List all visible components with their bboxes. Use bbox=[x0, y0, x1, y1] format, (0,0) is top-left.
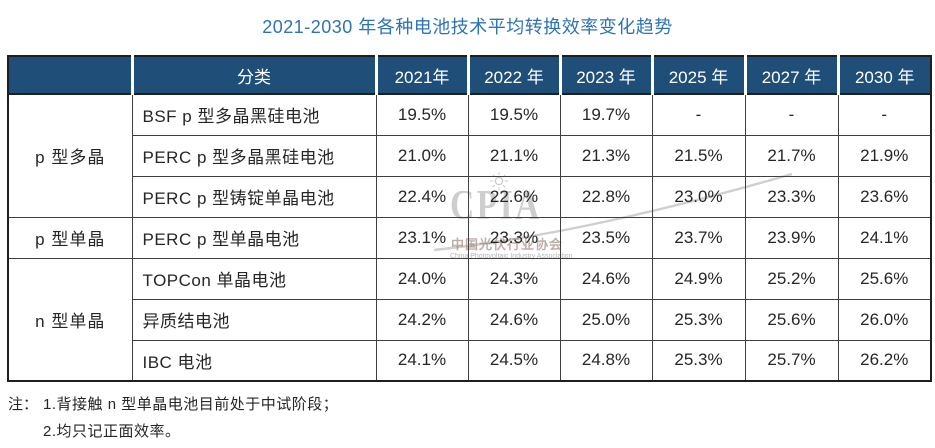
category-cell: PERC p 型多晶黑硅电池 bbox=[131, 134, 377, 177]
column-header-group bbox=[8, 56, 132, 95]
value-cell: 21.5% bbox=[651, 134, 746, 177]
notes-lines: 1.背接触 n 型单晶电池目前处于中试阶段； 2.均只记正面效率。 bbox=[43, 391, 338, 445]
value-cell: 25.2% bbox=[744, 257, 839, 300]
column-header-2021: 2021年 bbox=[374, 56, 468, 95]
value-cell: 23.6% bbox=[837, 175, 932, 218]
table-row: PERC p 型铸锭单晶电池 22.4% 22.6% 22.8% 23.0% 2… bbox=[8, 175, 932, 218]
note-line-2: 2.均只记正面效率。 bbox=[43, 423, 181, 440]
value-cell: 24.8% bbox=[559, 339, 653, 382]
column-header-2027: 2027 年 bbox=[743, 56, 838, 95]
value-cell: 23.0% bbox=[651, 175, 746, 218]
table-row: IBC 电池 24.1% 24.5% 24.8% 25.3% 25.7% 26.… bbox=[8, 339, 932, 382]
table-row: 异质结电池 24.2% 24.6% 25.0% 25.3% 25.6% 26.0… bbox=[8, 298, 932, 341]
column-header-2025: 2025 年 bbox=[650, 56, 745, 95]
value-cell: 23.3% bbox=[467, 216, 561, 259]
value-cell: 23.3% bbox=[744, 175, 839, 218]
value-cell: 24.6% bbox=[559, 257, 653, 300]
value-cell: 23.7% bbox=[651, 216, 746, 259]
group-cell-p-multi: p 型多晶 bbox=[7, 93, 133, 218]
value-cell: 24.5% bbox=[467, 339, 561, 382]
note-line-1: 1.背接触 n 型单晶电池目前处于中试阶段； bbox=[43, 396, 339, 413]
value-cell: 21.9% bbox=[837, 134, 932, 177]
value-cell: - bbox=[651, 93, 746, 136]
value-cell: - bbox=[744, 93, 839, 136]
value-cell: 25.6% bbox=[744, 298, 839, 341]
value-cell: 25.3% bbox=[651, 339, 746, 382]
category-cell: PERC p 型铸锭单晶电池 bbox=[131, 175, 377, 218]
value-cell: 26.2% bbox=[837, 339, 932, 382]
value-cell: 22.6% bbox=[467, 175, 561, 218]
value-cell: 26.0% bbox=[837, 298, 932, 341]
value-cell: 23.9% bbox=[744, 216, 839, 259]
table-row: n 型单晶 TOPCon 单晶电池 24.0% 24.3% 24.6% 24.9… bbox=[7, 257, 932, 382]
value-cell: 21.1% bbox=[467, 134, 561, 177]
value-cell: 19.7% bbox=[559, 93, 653, 136]
table-row: p 型多晶 BSF p 型多晶黑硅电池 19.5% 19.5% 19.7% - … bbox=[7, 93, 932, 218]
value-cell: 19.5% bbox=[467, 93, 561, 136]
value-cell: 25.0% bbox=[559, 298, 653, 341]
column-header-2022: 2022 年 bbox=[466, 56, 560, 95]
group-cell-p-mono: p 型单晶 bbox=[7, 216, 133, 259]
value-cell: 24.3% bbox=[467, 257, 561, 300]
table-row: PERC p 型多晶黑硅电池 21.0% 21.1% 21.3% 21.5% 2… bbox=[8, 134, 932, 177]
value-cell: 19.5% bbox=[375, 93, 469, 136]
value-cell: 21.7% bbox=[744, 134, 839, 177]
value-cell: 23.1% bbox=[375, 216, 469, 259]
value-cell: 24.6% bbox=[467, 298, 561, 341]
value-cell: 21.0% bbox=[375, 134, 469, 177]
category-cell: TOPCon 单晶电池 bbox=[131, 257, 377, 300]
column-header-category: 分类 bbox=[130, 56, 376, 95]
category-cell: IBC 电池 bbox=[131, 339, 377, 382]
value-cell: 25.6% bbox=[837, 257, 932, 300]
value-cell: 22.8% bbox=[559, 175, 653, 218]
value-cell: 24.1% bbox=[837, 216, 932, 259]
value-cell: 24.9% bbox=[651, 257, 746, 300]
column-header-2023: 2023 年 bbox=[558, 56, 652, 95]
value-cell: 23.5% bbox=[559, 216, 653, 259]
notes-prefix: 注： bbox=[8, 396, 39, 413]
value-cell: 22.4% bbox=[375, 175, 469, 218]
group-cell-n-mono: n 型单晶 bbox=[7, 257, 133, 382]
value-cell: 24.2% bbox=[375, 298, 469, 341]
value-cell: 21.3% bbox=[559, 134, 653, 177]
value-cell: - bbox=[837, 93, 932, 136]
header-row: 分类 2021年 2022 年 2023 年 2025 年 2027 年 203… bbox=[8, 56, 931, 95]
value-cell: 24.0% bbox=[375, 257, 469, 300]
table-row: p 型单晶 PERC p 型单晶电池 23.1% 23.3% 23.5% 23.… bbox=[7, 216, 932, 259]
category-cell: PERC p 型单晶电池 bbox=[131, 216, 377, 259]
table-notes: 注： 1.背接触 n 型单晶电池目前处于中试阶段； 2.均只记正面效率。 bbox=[8, 391, 338, 445]
value-cell: 24.1% bbox=[375, 339, 469, 382]
page-title: 2021-2030 年各种电池技术平均转换效率变化趋势 bbox=[262, 17, 673, 37]
category-cell: BSF p 型多晶黑硅电池 bbox=[131, 93, 377, 136]
column-header-2030: 2030 年 bbox=[836, 56, 931, 95]
efficiency-table: 分类 2021年 2022 年 2023 年 2025 年 2027 年 203… bbox=[7, 55, 932, 382]
value-cell: 25.7% bbox=[744, 339, 839, 382]
category-cell: 异质结电池 bbox=[131, 298, 377, 341]
value-cell: 25.3% bbox=[651, 298, 746, 341]
